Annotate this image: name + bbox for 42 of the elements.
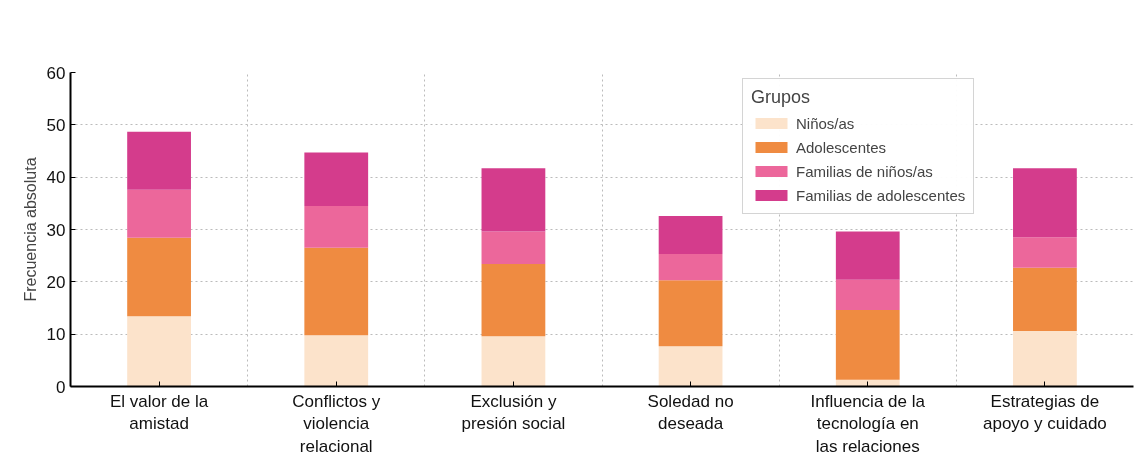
- y-tick-label: 40: [46, 168, 66, 188]
- bar: [304, 205, 369, 248]
- x-tick-label: Conflictos y violencia relacional: [292, 391, 381, 457]
- legend-label: Familias de niños/as: [796, 161, 933, 181]
- x-tick-label: Influencia de la tecnología en las relaciones: [810, 391, 926, 457]
- legend-label: Familias de adolescentes: [796, 185, 966, 205]
- bar: [1013, 237, 1077, 268]
- bar: [481, 168, 546, 232]
- bar: [304, 247, 369, 336]
- x-tick-label: Soledad no deseada: [647, 391, 734, 434]
- bar: [835, 279, 900, 311]
- bar: [1013, 267, 1077, 332]
- y-tick-label: 60: [46, 63, 66, 83]
- x-tick-label: Estrategias de apoyo y cuidado: [983, 391, 1107, 434]
- legend-label: Adolescentes: [796, 137, 887, 157]
- legend-label: Niños/as: [796, 113, 855, 133]
- bar: [481, 264, 546, 337]
- y-axis-title: Frecuencia absoluta: [21, 157, 39, 302]
- y-tick-label: 30: [46, 220, 66, 240]
- bar: [481, 336, 546, 387]
- bar: [658, 346, 723, 387]
- bar: [127, 131, 191, 190]
- x-tick-label: El valor de la amistad: [109, 391, 209, 434]
- bar: [127, 237, 191, 317]
- bar: [658, 215, 723, 255]
- y-tick-label: 50: [46, 115, 66, 135]
- bar: [835, 310, 900, 380]
- x-tick-label: Exclusión y presión social: [461, 391, 566, 434]
- bar: [1013, 168, 1077, 238]
- bar: [658, 254, 723, 281]
- bar: [658, 280, 723, 347]
- bar: [304, 335, 369, 387]
- bar: [304, 152, 369, 206]
- legend-title: Grupos: [751, 87, 812, 108]
- y-tick-label: 0: [56, 377, 66, 397]
- bar: [127, 189, 191, 238]
- bar: [1013, 331, 1077, 387]
- y-tick-label: 10: [46, 325, 66, 345]
- bar: [835, 231, 900, 280]
- y-tick-label: 20: [46, 272, 66, 292]
- bar: [481, 231, 546, 265]
- bar: [127, 316, 191, 387]
